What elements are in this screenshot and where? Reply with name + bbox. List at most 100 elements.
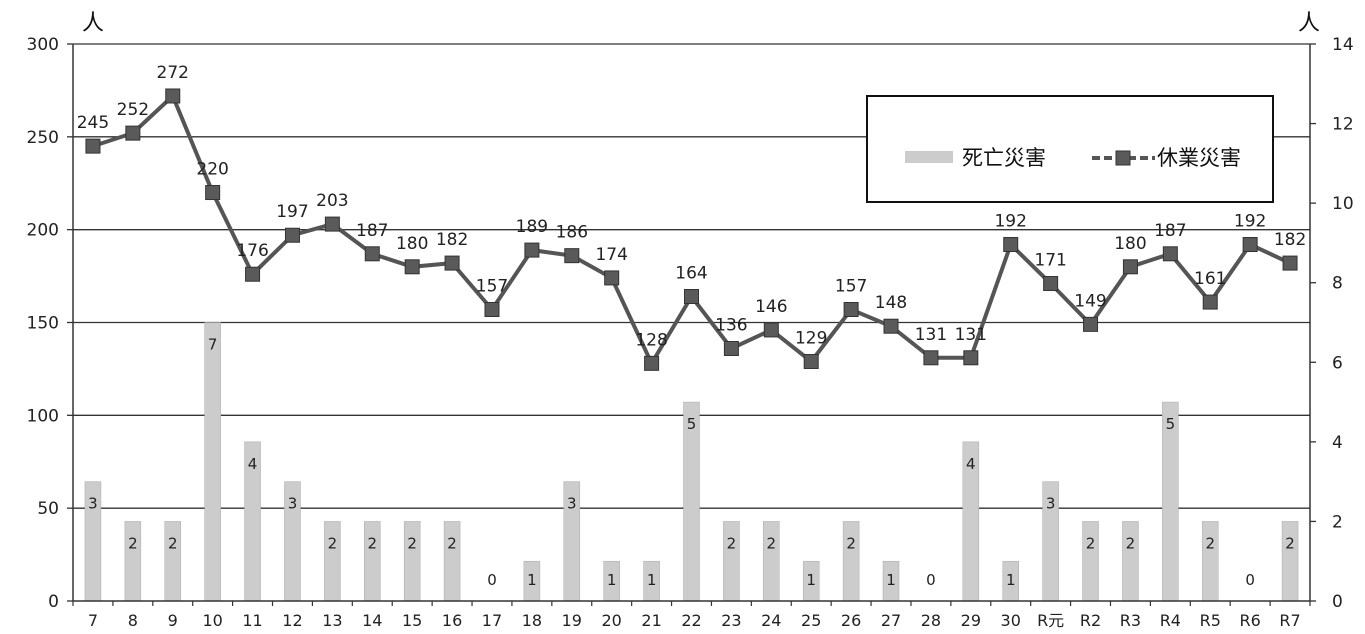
line-marker bbox=[644, 355, 660, 371]
y-left-tick-label: 250 bbox=[27, 128, 59, 148]
line-marker bbox=[1242, 237, 1258, 253]
line-data-label: 187 bbox=[356, 221, 388, 241]
line-data-label: 197 bbox=[276, 202, 308, 222]
x-tick-label: R3 bbox=[1120, 611, 1141, 630]
line-data-label: 149 bbox=[1074, 291, 1106, 311]
bar bbox=[204, 322, 221, 602]
x-tick-label: 23 bbox=[721, 611, 741, 630]
bar bbox=[324, 521, 341, 602]
x-tick-label: 21 bbox=[641, 611, 661, 630]
bar-data-label: 5 bbox=[687, 415, 697, 433]
line-marker bbox=[923, 350, 939, 366]
bar-data-label: 1 bbox=[1006, 571, 1016, 589]
line-marker bbox=[1003, 237, 1019, 253]
bar-data-label: 2 bbox=[1126, 534, 1136, 552]
bar bbox=[364, 521, 381, 602]
bar-data-label: 0 bbox=[926, 571, 936, 589]
bar-data-label: 7 bbox=[208, 336, 218, 354]
x-tick-label: R6 bbox=[1239, 611, 1260, 630]
bar bbox=[723, 521, 740, 602]
x-tick-label: 27 bbox=[881, 611, 901, 630]
line-marker bbox=[803, 353, 819, 369]
x-tick-label: R2 bbox=[1080, 611, 1101, 630]
line-marker bbox=[883, 318, 899, 334]
y-right-unit: 人 bbox=[1298, 11, 1320, 36]
line-marker bbox=[843, 302, 859, 318]
bar-data-label: 3 bbox=[288, 495, 298, 513]
x-tick-label: R7 bbox=[1279, 611, 1300, 630]
line-data-label: 171 bbox=[1034, 251, 1066, 271]
line-marker bbox=[1043, 276, 1059, 292]
line-data-label: 131 bbox=[955, 325, 987, 345]
y-right-tick-label: 14 bbox=[1332, 35, 1354, 55]
y-left-unit: 人 bbox=[82, 11, 104, 36]
line-data-label: 245 bbox=[77, 113, 109, 133]
legend-bar-label: 死亡災害 bbox=[962, 146, 1046, 170]
bar bbox=[403, 521, 421, 602]
y-left-tick-label: 300 bbox=[27, 35, 59, 55]
line-series-lost-time: 245 252 272 220 176 197 203 187 180 182 157 189 186 1… bbox=[77, 63, 1306, 371]
bar bbox=[124, 521, 142, 602]
line-marker bbox=[564, 248, 580, 264]
line-data-label: 164 bbox=[675, 264, 707, 284]
line-marker bbox=[1202, 294, 1218, 310]
line-data-label: 161 bbox=[1194, 269, 1226, 289]
line-marker bbox=[85, 138, 101, 154]
y-right-tick-label: 10 bbox=[1332, 194, 1354, 214]
x-tick-label: 29 bbox=[961, 611, 981, 630]
x-tick-label: 18 bbox=[522, 611, 542, 630]
line-data-label: 146 bbox=[755, 297, 787, 317]
legend: 死亡災害 休業災害 bbox=[866, 95, 1274, 203]
x-tick-label: 8 bbox=[128, 611, 138, 630]
bar bbox=[1122, 521, 1139, 602]
line-data-label: 128 bbox=[635, 330, 667, 350]
line-data-label: 180 bbox=[396, 234, 428, 254]
bar-data-label: 2 bbox=[846, 534, 856, 552]
x-tick-label: 15 bbox=[402, 611, 422, 630]
y-left-tick-label: 100 bbox=[27, 406, 59, 426]
y-left-tick-label: 200 bbox=[27, 221, 59, 241]
bar-data-label: 4 bbox=[966, 455, 976, 473]
y-right-tick-label: 8 bbox=[1332, 274, 1343, 294]
bar-data-label: 2 bbox=[168, 534, 178, 552]
bar-data-label: 0 bbox=[487, 571, 497, 589]
line-data-label: 131 bbox=[915, 325, 947, 345]
line-marker bbox=[1282, 255, 1298, 271]
line-marker bbox=[284, 227, 300, 243]
x-tick-label: 26 bbox=[841, 611, 861, 630]
x-tick-label: 25 bbox=[801, 611, 821, 630]
line-marker bbox=[763, 322, 779, 338]
bar-data-label: 3 bbox=[88, 495, 98, 513]
bar bbox=[1201, 521, 1219, 602]
line-marker bbox=[684, 289, 699, 305]
bar bbox=[763, 521, 780, 602]
gridlines bbox=[73, 43, 1310, 509]
bar-data-label: 1 bbox=[886, 571, 896, 589]
line-data-label: 187 bbox=[1154, 221, 1186, 241]
bar-data-label: 2 bbox=[727, 534, 737, 552]
y-left-tick-label: 50 bbox=[37, 499, 59, 519]
y-right-tick-label: 2 bbox=[1332, 512, 1343, 532]
y-right-tick-label: 4 bbox=[1332, 433, 1343, 453]
bar bbox=[1281, 521, 1299, 602]
line-marker bbox=[1162, 246, 1178, 262]
line-marker bbox=[165, 88, 181, 104]
bar bbox=[443, 521, 461, 602]
x-tick-label: 30 bbox=[1001, 611, 1021, 630]
bar bbox=[842, 521, 860, 602]
line-marker bbox=[324, 216, 340, 232]
x-tick-label: 9 bbox=[168, 611, 178, 630]
bar-data-label: 2 bbox=[328, 534, 338, 552]
x-tick-label: 19 bbox=[562, 611, 582, 630]
line-data-label: 252 bbox=[117, 100, 149, 120]
bar-data-label: 2 bbox=[128, 534, 138, 552]
bar-data-label: 1 bbox=[647, 571, 657, 589]
x-tick-label: R4 bbox=[1160, 611, 1181, 630]
x-tick-label: 17 bbox=[482, 611, 502, 630]
bar-data-label: 1 bbox=[806, 571, 816, 589]
line-data-label: 272 bbox=[157, 63, 189, 83]
line-data-label: 203 bbox=[316, 191, 348, 211]
legend-line-label: 休業災害 bbox=[1157, 146, 1241, 170]
x-tick-label: 10 bbox=[202, 611, 222, 630]
line-data-label: 186 bbox=[556, 223, 588, 243]
